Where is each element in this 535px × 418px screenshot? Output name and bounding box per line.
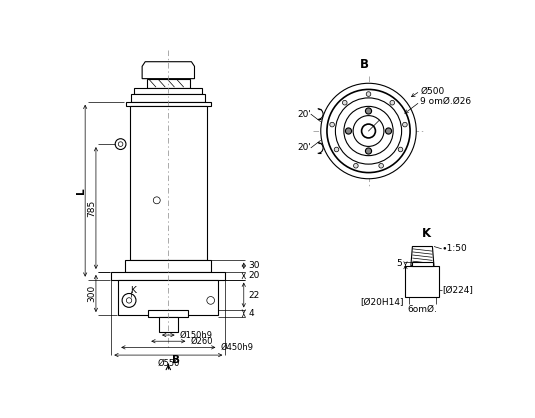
Bar [406,266,439,296]
Text: 4: 4 [248,309,254,318]
Circle shape [334,147,339,152]
Text: [Ø224]: [Ø224] [442,286,473,295]
Text: 20: 20 [248,271,260,280]
Text: [Ø20H14]: [Ø20H14] [361,298,404,307]
Polygon shape [411,247,434,266]
Bar [134,88,202,94]
Text: Ø150h9: Ø150h9 [180,331,213,339]
Circle shape [385,128,392,134]
Text: B: B [360,58,369,71]
Circle shape [354,163,358,168]
Circle shape [398,147,403,152]
Circle shape [126,298,132,303]
Bar [159,316,178,332]
Text: 9 omØ.Ø26: 9 omØ.Ø26 [420,97,471,106]
Circle shape [390,100,395,105]
Bar [125,260,211,272]
Bar [147,79,190,88]
Text: L: L [75,187,86,194]
Text: 20': 20' [297,110,311,119]
Bar [126,102,211,106]
Bar [148,311,188,316]
Circle shape [353,116,384,146]
Circle shape [366,92,371,97]
Text: K: K [422,227,431,240]
Text: ∙1:50: ∙1:50 [442,244,468,253]
Bar [118,280,218,315]
Circle shape [335,98,402,164]
Text: B: B [172,355,180,364]
Text: 22: 22 [248,291,259,300]
Circle shape [118,142,123,146]
Bar [130,106,207,260]
Circle shape [154,197,160,204]
Bar [111,272,225,280]
Text: Ø260: Ø260 [190,337,213,346]
Circle shape [207,296,215,304]
Circle shape [346,128,351,134]
Text: 785: 785 [87,199,96,217]
Bar [132,94,205,102]
Text: 30: 30 [248,261,260,270]
Circle shape [342,100,347,105]
Polygon shape [142,62,195,79]
Text: Ø450h9: Ø450h9 [220,343,254,352]
Circle shape [327,89,410,173]
Circle shape [362,124,376,138]
Text: Ø500: Ø500 [420,87,445,95]
Text: 20': 20' [297,143,311,153]
Circle shape [321,83,416,179]
Circle shape [344,106,393,155]
Text: 300: 300 [87,285,96,302]
Text: 6omØ.: 6omØ. [408,304,437,314]
Circle shape [365,148,372,154]
Text: 5: 5 [396,259,402,268]
Circle shape [115,139,126,150]
Circle shape [403,122,407,127]
Circle shape [365,108,372,114]
Circle shape [379,163,384,168]
Circle shape [122,293,136,307]
Text: K: K [131,286,136,295]
Text: Ø550: Ø550 [157,359,180,368]
Circle shape [330,122,334,127]
Bar [411,262,433,266]
